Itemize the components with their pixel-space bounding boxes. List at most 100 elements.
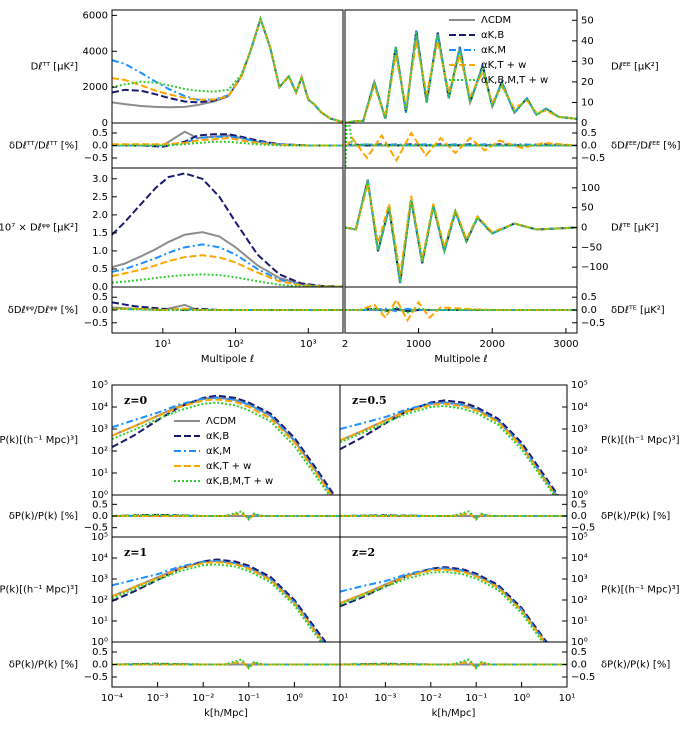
y-tick-label: 0.5	[581, 292, 597, 303]
panel-frame	[344, 9, 578, 124]
y-axis-label: 10⁷ × Dℓᵠᵠ [μK²]	[0, 223, 78, 234]
series-line	[345, 179, 577, 284]
series-line	[340, 402, 557, 495]
y-tick-label: 10³	[571, 574, 588, 585]
x-axis-label: k[h/Mpc]	[432, 708, 476, 719]
x-axis-label: k[h/Mpc]	[204, 708, 248, 719]
y-tick-label: 0.0	[92, 660, 108, 671]
y-tick-label: 1.5	[92, 228, 108, 239]
y-axis-label: δDℓᵠᵠ/Dℓᵠᵠ [%]	[8, 305, 78, 316]
y-tick-label: 0.5	[92, 292, 108, 303]
y-tick-label: 10²	[571, 595, 588, 606]
y-tick-label: 0.5	[92, 264, 108, 275]
y-tick-label: 30	[581, 56, 594, 67]
y-tick-label: 10⁰	[91, 637, 108, 648]
legend-label: αK,B	[206, 431, 229, 442]
annotation: z=2	[352, 546, 375, 559]
y-tick-label: 10⁰	[571, 490, 588, 501]
series-line	[345, 307, 577, 313]
x-tick-label: 10⁻³	[147, 693, 169, 704]
y-tick-label: 10⁵	[571, 532, 588, 543]
y-tick-label: 4000	[83, 46, 108, 57]
y-tick-label: 10²	[571, 446, 588, 457]
y-tick-label: −50	[581, 242, 602, 253]
series-line	[345, 32, 577, 123]
y-tick-label: −100	[581, 262, 608, 273]
series-line	[112, 140, 343, 147]
y-tick-label: 0.0	[581, 141, 597, 152]
y-tick-label: 10⁴	[91, 553, 108, 564]
y-axis-label: δDℓᵀᵀ/Dℓᵀᵀ [%]	[9, 141, 78, 152]
y-axis-label: δDℓᵀᴱ [μK²]	[611, 305, 665, 316]
series-line	[112, 243, 343, 287]
y-tick-label: 10⁵	[91, 380, 108, 391]
y-tick-label: 10²	[91, 446, 108, 457]
series-line	[340, 399, 560, 495]
y-tick-label: 0.0	[571, 660, 587, 671]
series-line	[112, 307, 343, 311]
series-line	[112, 394, 336, 495]
series-line	[112, 301, 343, 312]
x-axis-label: Multipole ℓ	[434, 354, 487, 365]
series-line	[112, 136, 343, 147]
series-line	[345, 179, 577, 284]
y-tick-label: 40	[581, 36, 594, 47]
x-tick-label: 10⁰	[286, 693, 303, 704]
legend-label: αK,T + w	[481, 60, 526, 71]
series-line	[112, 561, 325, 642]
x-tick-label: 10⁻³	[374, 693, 396, 704]
y-tick-label: 10⁴	[571, 553, 588, 564]
x-axis-label: Multipole ℓ	[201, 354, 254, 365]
series-line	[112, 398, 333, 495]
x-tick-label: 10⁻⁴	[101, 693, 123, 704]
x-tick-label: 10⁰	[513, 693, 530, 704]
y-axis-label: P(k)[(h⁻¹ Mpc)³]	[601, 435, 680, 446]
series-line	[112, 15, 343, 123]
series-line	[340, 401, 558, 495]
y-tick-label: 0.0	[92, 282, 108, 293]
legend-label: ΛCDM	[206, 416, 236, 427]
series-line	[340, 405, 556, 495]
annotation: z=1	[124, 546, 147, 559]
y-axis-label: δP(k)/P(k) [%]	[9, 511, 78, 522]
x-tick-label: 10⁻¹	[238, 693, 260, 704]
y-tick-label: 10³	[91, 424, 108, 435]
y-tick-label: 3.0	[92, 174, 108, 185]
y-axis-label: δDℓᴱᴱ/Dℓᴱᴱ [%]	[611, 141, 681, 152]
y-tick-label: −0.5	[84, 523, 108, 534]
y-tick-label: 0	[102, 118, 108, 129]
series-line	[340, 658, 567, 670]
y-axis-label: δP(k)/P(k) [%]	[9, 660, 78, 671]
y-tick-label: 6000	[83, 10, 108, 21]
series-line	[340, 512, 567, 521]
x-tick-label: 10⁻¹	[465, 693, 487, 704]
y-tick-label: 0.5	[92, 647, 108, 658]
y-tick-label: −0.5	[571, 523, 595, 534]
y-tick-label: 0.5	[92, 499, 108, 510]
series-line	[112, 510, 340, 522]
legend-label: αK,B,M,T + w	[481, 75, 548, 86]
y-tick-label: 10⁴	[91, 402, 108, 413]
series-line	[345, 40, 577, 123]
y-tick-label: 2000	[83, 82, 108, 93]
legend-label: αK,T + w	[206, 461, 251, 472]
x-tick-label: 10⁻²	[192, 693, 214, 704]
y-tick-label: 10⁵	[91, 532, 108, 543]
y-tick-label: 10¹	[91, 468, 108, 479]
legend-label: αK,M	[206, 446, 231, 457]
y-tick-label: 10⁰	[91, 490, 108, 501]
y-tick-label: 20	[581, 77, 594, 88]
series-line	[345, 131, 577, 163]
y-tick-label: 2.0	[92, 210, 108, 221]
series-line	[340, 570, 544, 642]
x-tick-label: 1000	[406, 339, 431, 350]
y-tick-label: 0.5	[571, 499, 587, 510]
y-tick-label: 10⁴	[571, 402, 588, 413]
y-tick-label: 0.0	[92, 511, 108, 522]
y-axis-label: Dℓᵀᵀ [μK²]	[31, 62, 79, 73]
y-tick-label: 0.5	[571, 647, 587, 658]
y-tick-label: 10³	[571, 424, 588, 435]
series-line	[112, 231, 343, 287]
